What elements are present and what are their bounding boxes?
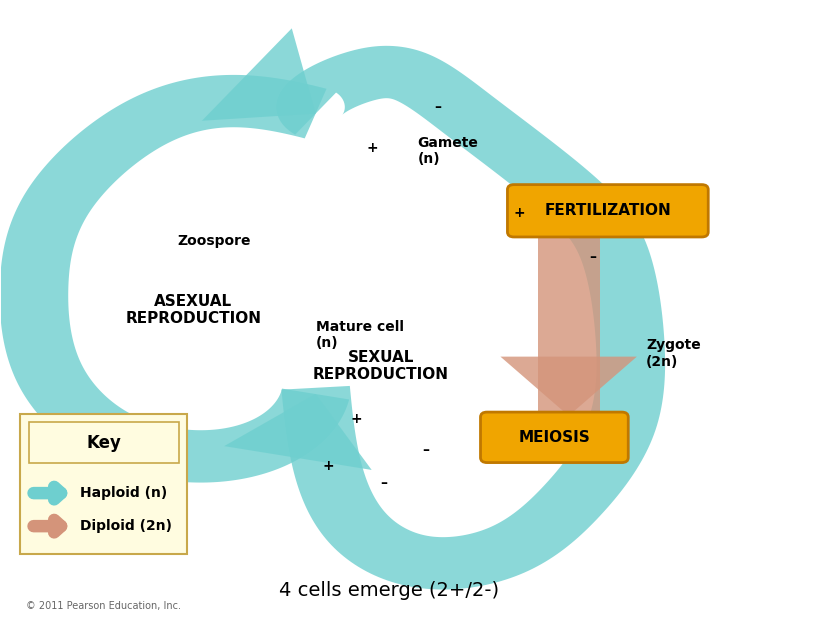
Text: Diploid (2n): Diploid (2n) [79, 519, 172, 533]
Text: MEIOSIS: MEIOSIS [518, 430, 590, 445]
Polygon shape [201, 28, 315, 121]
Text: Zygote
(2n): Zygote (2n) [646, 339, 701, 369]
Polygon shape [0, 75, 349, 483]
Text: –: – [380, 476, 387, 490]
Text: Gamete
(n): Gamete (n) [418, 136, 478, 166]
Text: +: + [351, 412, 362, 426]
Polygon shape [500, 357, 637, 416]
Text: Mature cell
(n): Mature cell (n) [315, 320, 404, 350]
Text: ASEXUAL
REPRODUCTION: ASEXUAL REPRODUCTION [125, 294, 261, 326]
Text: SEXUAL
REPRODUCTION: SEXUAL REPRODUCTION [313, 350, 449, 382]
FancyBboxPatch shape [481, 412, 628, 463]
Polygon shape [537, 192, 600, 416]
FancyBboxPatch shape [508, 185, 708, 237]
FancyBboxPatch shape [29, 422, 179, 463]
Text: –: – [590, 250, 597, 264]
Text: Zoospore: Zoospore [177, 234, 251, 249]
Text: –: – [435, 100, 441, 115]
Text: –: – [423, 443, 429, 457]
FancyBboxPatch shape [20, 414, 188, 554]
Text: +: + [514, 207, 526, 220]
Text: 4 cells emerge (2+/2-): 4 cells emerge (2+/2-) [279, 581, 499, 600]
Text: © 2011 Pearson Education, Inc.: © 2011 Pearson Education, Inc. [26, 601, 181, 611]
Text: +: + [322, 459, 333, 473]
Polygon shape [224, 394, 372, 470]
Text: Haploid (n): Haploid (n) [79, 486, 167, 500]
Text: Key: Key [86, 434, 121, 451]
Polygon shape [276, 46, 665, 590]
Text: FERTILIZATION: FERTILIZATION [545, 203, 672, 218]
Text: +: + [367, 141, 378, 155]
